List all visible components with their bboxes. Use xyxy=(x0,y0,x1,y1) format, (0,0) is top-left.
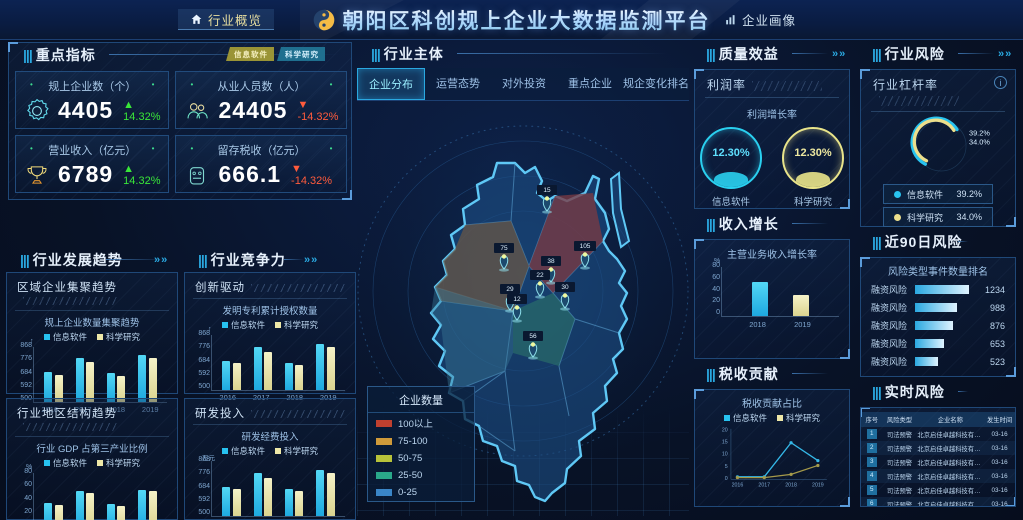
svg-text:0: 0 xyxy=(725,476,728,482)
svg-text:105: 105 xyxy=(580,243,591,250)
svg-text:38: 38 xyxy=(547,258,555,265)
svg-text:2018: 2018 xyxy=(785,483,797,489)
svg-text:2016: 2016 xyxy=(732,483,744,489)
svg-text:75: 75 xyxy=(500,245,508,252)
svg-text:2017: 2017 xyxy=(758,483,770,489)
svg-text:56: 56 xyxy=(529,333,537,340)
svg-text:10: 10 xyxy=(722,452,728,458)
svg-text:39.2%: 39.2% xyxy=(969,129,990,138)
svg-text:2019: 2019 xyxy=(812,483,824,489)
svg-text:12: 12 xyxy=(513,296,521,303)
svg-text:15: 15 xyxy=(722,440,728,446)
svg-text:34.0%: 34.0% xyxy=(969,137,990,146)
svg-text:29: 29 xyxy=(506,286,514,293)
svg-text:15: 15 xyxy=(543,187,551,194)
svg-text:22: 22 xyxy=(536,272,544,279)
svg-text:5: 5 xyxy=(725,464,728,470)
svg-text:30: 30 xyxy=(561,284,569,291)
svg-text:20: 20 xyxy=(722,427,728,433)
